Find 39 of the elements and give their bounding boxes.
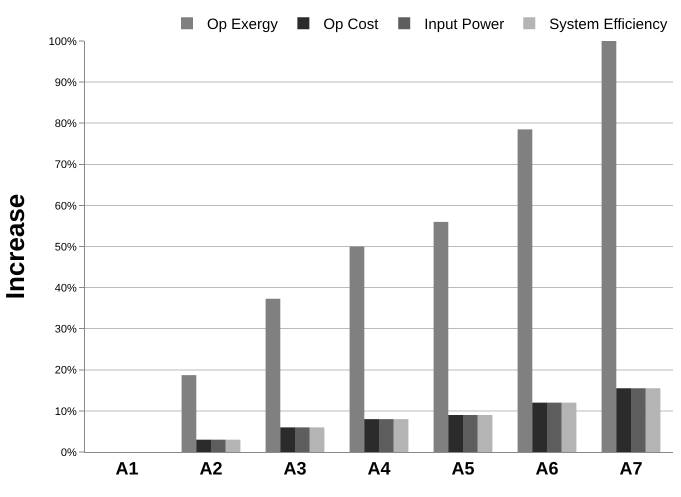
y-tick-label: 10% <box>54 406 78 418</box>
bar <box>280 427 295 452</box>
bar <box>616 388 631 452</box>
x-tick-label: A4 <box>367 458 391 479</box>
y-tick-label: 20% <box>54 364 78 377</box>
x-tick-label: A7 <box>619 458 643 479</box>
bar <box>547 402 562 452</box>
x-tick-label: A6 <box>535 458 559 479</box>
bar <box>295 427 310 452</box>
bar <box>364 419 379 452</box>
bar <box>532 402 547 452</box>
legend-label: System Efficiency <box>549 16 668 34</box>
y-tick-label: 100% <box>48 36 78 48</box>
x-tick-label: A3 <box>283 458 307 479</box>
y-tick-label: 50% <box>54 241 78 254</box>
y-tick-label: 70% <box>54 159 78 172</box>
y-tick-label: 30% <box>54 324 78 336</box>
y-tick-label: 90% <box>54 76 78 89</box>
bar <box>631 388 646 452</box>
bar <box>478 415 492 452</box>
bar <box>448 415 463 452</box>
bar <box>394 419 408 452</box>
x-tick-label: A5 <box>451 458 475 479</box>
bar <box>310 427 324 452</box>
y-axis-title: Increase <box>0 194 30 300</box>
x-tick-label: A1 <box>115 458 139 479</box>
bar <box>211 440 226 452</box>
bar <box>463 415 478 452</box>
legend-label: Input Power <box>424 16 504 34</box>
y-tick-label: 40% <box>54 282 78 294</box>
x-tick-label: A2 <box>199 458 223 479</box>
bar <box>226 440 240 452</box>
legend-label: Op Cost <box>323 16 380 34</box>
y-tick-label: 0% <box>60 446 78 459</box>
bar <box>196 440 211 452</box>
bar <box>379 419 394 452</box>
y-tick-label: 60% <box>54 200 78 212</box>
legend-label: Op Exergy <box>207 16 278 34</box>
y-tick-label: 80% <box>54 118 78 130</box>
